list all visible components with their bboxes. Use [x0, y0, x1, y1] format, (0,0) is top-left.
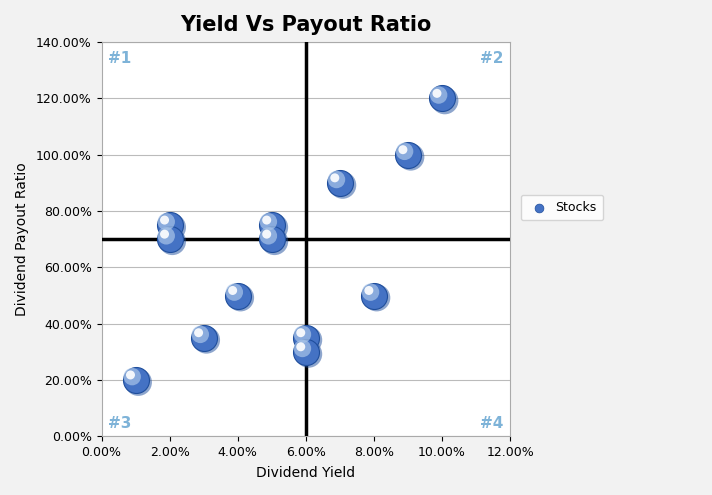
Point [334, 179, 345, 187]
Point [125, 371, 136, 379]
Text: #2: #2 [480, 50, 503, 65]
Point [329, 174, 340, 182]
Point [130, 376, 141, 384]
Point [159, 216, 170, 224]
Point [297, 331, 308, 339]
Point [368, 292, 379, 299]
Point [433, 91, 444, 99]
Point [371, 294, 382, 302]
Point [227, 287, 239, 295]
Point [127, 373, 138, 381]
Point [266, 235, 278, 243]
Point [266, 221, 278, 229]
Point [164, 235, 175, 243]
Point [261, 216, 273, 224]
Point [363, 287, 375, 295]
Point [232, 292, 244, 299]
Point [269, 223, 281, 231]
Point [303, 350, 314, 358]
Text: #4: #4 [480, 416, 503, 431]
Point [402, 151, 414, 159]
Text: #3: #3 [108, 416, 132, 431]
Point [300, 334, 312, 342]
Point [337, 181, 348, 189]
Point [295, 343, 306, 351]
Point [201, 336, 212, 344]
Point [300, 348, 312, 356]
Point [194, 331, 206, 339]
Point [160, 218, 172, 226]
Point [164, 221, 175, 229]
X-axis label: Dividend Yield: Dividend Yield [256, 466, 355, 480]
Title: Yield Vs Payout Ratio: Yield Vs Payout Ratio [180, 15, 431, 35]
Point [405, 153, 417, 161]
Point [436, 95, 448, 102]
Point [229, 288, 240, 296]
Point [159, 230, 170, 238]
Point [397, 146, 409, 153]
Point [261, 230, 273, 238]
Point [263, 232, 274, 240]
Point [269, 238, 281, 246]
Point [303, 336, 314, 344]
Point [132, 378, 144, 386]
Point [167, 223, 178, 231]
Point [235, 294, 246, 302]
Point [399, 148, 410, 155]
Point [198, 334, 209, 342]
Point [295, 329, 306, 337]
Point [193, 329, 204, 337]
Y-axis label: Dividend Payout Ratio: Dividend Payout Ratio [15, 162, 29, 316]
Text: #1: #1 [108, 50, 132, 65]
Point [167, 238, 178, 246]
Legend: Stocks: Stocks [520, 195, 603, 220]
Point [365, 288, 376, 296]
Point [331, 176, 342, 184]
Point [431, 90, 443, 98]
Point [439, 97, 451, 104]
Point [297, 345, 308, 352]
Point [263, 218, 274, 226]
Point [160, 232, 172, 240]
